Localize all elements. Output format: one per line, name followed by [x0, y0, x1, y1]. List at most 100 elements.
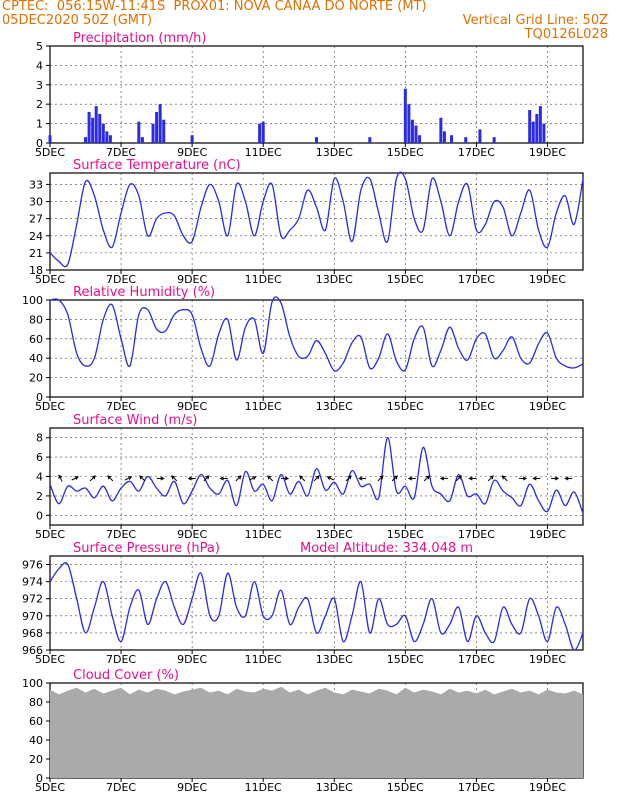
precip-bar	[535, 113, 539, 143]
precip-ytick-label: 4	[36, 59, 43, 72]
precip-xtick-label: 13DEC	[316, 146, 353, 159]
rh-frame	[49, 299, 584, 398]
temp-xtick-label: 19DEC	[529, 273, 566, 286]
wind-vector-head	[393, 475, 398, 480]
cloud-ytick-label: 80	[29, 696, 43, 709]
wind-vector	[267, 475, 274, 482]
wind-xtick-label: 15DEC	[387, 528, 424, 541]
precip-bar	[105, 131, 109, 143]
wind-vector-head	[252, 476, 257, 481]
cloud-ytick-label: 40	[29, 734, 43, 747]
wind-vector-head	[522, 476, 528, 481]
rh-xtick-label: 5DEC	[35, 400, 65, 413]
wind-vector-head	[127, 476, 133, 481]
wind-vector-head	[564, 476, 569, 481]
wind-vector-head	[284, 476, 290, 481]
rh-xtick-label: 11DEC	[245, 400, 282, 413]
rh-line	[49, 296, 584, 372]
precip-bar	[478, 129, 482, 143]
wind-vector-head	[554, 476, 560, 481]
precip-title: Precipitation (mm/h)	[73, 31, 206, 46]
pressure-title: Surface Pressure (hPa)	[73, 541, 220, 556]
wind-vector-head	[74, 476, 79, 481]
rh-ytick-label: 40	[29, 352, 43, 365]
wind-ytick-label: 0	[36, 509, 43, 522]
precip-frame	[49, 45, 584, 144]
pressure-xtick-label: 9DEC	[177, 653, 207, 666]
wind-vector-head	[407, 476, 413, 481]
wind-line	[49, 437, 584, 514]
cloud-xtick-label: 13DEC	[316, 781, 353, 794]
cloud-xtick-label: 9DEC	[177, 781, 207, 794]
precip-xtick-label: 17DEC	[458, 146, 495, 159]
wind-vector-head	[237, 475, 242, 480]
precip-xtick-label: 19DEC	[529, 146, 566, 159]
temp-ytick-label: 27	[29, 213, 43, 226]
wind-vector-head	[315, 475, 320, 480]
precip-ytick-label: 3	[36, 79, 43, 92]
cloud-xtick-label: 19DEC	[529, 781, 566, 794]
wind-vector-head	[267, 475, 272, 480]
precip-xtick-label: 11DEC	[245, 146, 282, 159]
temp-line	[49, 171, 584, 268]
temp-xtick-label: 5DEC	[35, 273, 65, 286]
wind-vector-head	[219, 476, 224, 481]
precip-bar	[442, 131, 446, 143]
wind-vector	[139, 475, 146, 482]
temp-xtick-label: 11DEC	[245, 273, 282, 286]
precip-ytick-label: 1	[36, 118, 43, 131]
temp-frame	[49, 172, 584, 271]
wind-vector	[203, 475, 210, 482]
precip-bar	[98, 113, 102, 143]
temp-ytick-label: 24	[29, 230, 43, 243]
precip-bar	[403, 88, 407, 143]
wind-vector-head	[139, 475, 144, 480]
precip-xtick-label: 15DEC	[387, 146, 424, 159]
precip-bar	[418, 135, 422, 143]
cloud-ytick-label: 20	[29, 753, 43, 766]
precip-bar	[101, 123, 105, 143]
wind-xtick-label: 9DEC	[177, 528, 207, 541]
precip-bar	[48, 135, 52, 143]
wind-vector-head	[58, 474, 63, 479]
wind-xtick-label: 7DEC	[106, 528, 136, 541]
precip-bar	[84, 137, 88, 143]
precip-xtick-label: 9DEC	[177, 146, 207, 159]
precip-bar	[531, 121, 535, 143]
wind-vector	[423, 475, 430, 482]
precip-ytick-label: 5	[36, 40, 43, 53]
wind-vector	[391, 475, 398, 482]
wind-vector-head	[501, 475, 506, 480]
wind-vector	[124, 476, 132, 481]
rh-xtick-label: 15DEC	[387, 400, 424, 413]
temp-ytick-label: 33	[29, 178, 43, 191]
cloud-xtick-label: 7DEC	[106, 781, 136, 794]
wind-vector-head	[439, 476, 445, 481]
wind-vector-head	[489, 475, 494, 480]
wind-xtick-label: 11DEC	[245, 528, 282, 541]
rh-xtick-label: 7DEC	[106, 400, 136, 413]
header-station: CPTEC: 056:15W-11:41S PROX01: NOVA CANAA…	[2, 0, 427, 14]
rh-ytick-label: 20	[29, 372, 43, 385]
wind-ytick-label: 6	[36, 451, 43, 464]
wind-vector	[377, 475, 384, 482]
wind-vector	[455, 475, 462, 482]
precip-bar	[137, 121, 141, 143]
pressure-xtick-label: 5DEC	[35, 653, 65, 666]
temp-title: Surface Temperature (nC)	[73, 158, 241, 173]
cloud-xtick-label: 11DEC	[245, 781, 282, 794]
precip-bar	[91, 117, 95, 143]
wind-vector-head	[425, 475, 430, 480]
pressure-xtick-label: 11DEC	[245, 653, 282, 666]
wind-title: Surface Wind (m/s)	[73, 413, 197, 428]
temp-xtick-label: 9DEC	[177, 273, 207, 286]
wind-vector-head	[532, 476, 537, 481]
precip-bar	[158, 104, 162, 143]
pressure-ytick-label: 966	[22, 644, 43, 657]
wind-vector	[71, 476, 79, 481]
wind-ytick-label: 2	[36, 490, 43, 503]
wind-vector-head	[171, 475, 176, 480]
pressure-xtick-label: 13DEC	[316, 653, 353, 666]
wind-vector-head	[205, 475, 210, 480]
precip-bar	[108, 135, 112, 143]
